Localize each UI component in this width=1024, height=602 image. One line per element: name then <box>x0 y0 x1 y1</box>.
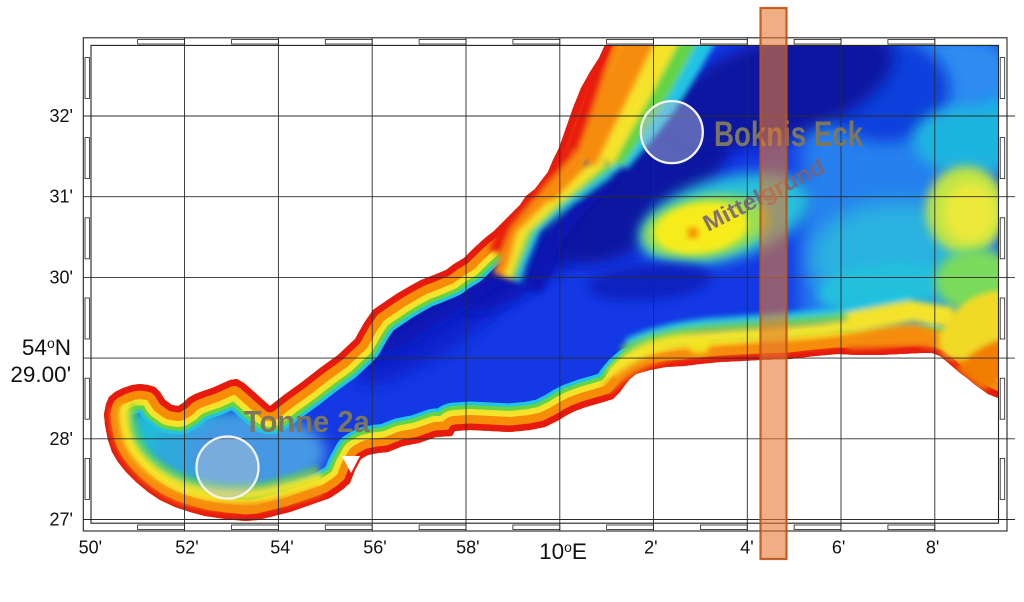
svg-text:8': 8' <box>926 538 939 558</box>
svg-text:32': 32' <box>50 106 73 126</box>
svg-text:28': 28' <box>50 429 73 449</box>
svg-text:50': 50' <box>79 538 102 558</box>
svg-text:2': 2' <box>644 538 657 558</box>
svg-text:29.00': 29.00' <box>10 362 71 387</box>
svg-text:10oE: 10oE <box>539 539 587 564</box>
svg-text:27': 27' <box>50 510 73 530</box>
svg-text:31': 31' <box>50 187 73 207</box>
svg-text:54': 54' <box>270 538 293 558</box>
svg-text:54oN: 54oN <box>22 335 71 360</box>
svg-text:Tonne 2a: Tonne 2a <box>244 404 371 439</box>
svg-text:Boknis Eck: Boknis Eck <box>714 115 863 154</box>
svg-text:56': 56' <box>363 538 386 558</box>
svg-text:52': 52' <box>175 538 198 558</box>
svg-text:4': 4' <box>740 538 753 558</box>
svg-text:6': 6' <box>832 538 845 558</box>
svg-text:30': 30' <box>50 267 73 287</box>
svg-text:58': 58' <box>456 538 479 558</box>
